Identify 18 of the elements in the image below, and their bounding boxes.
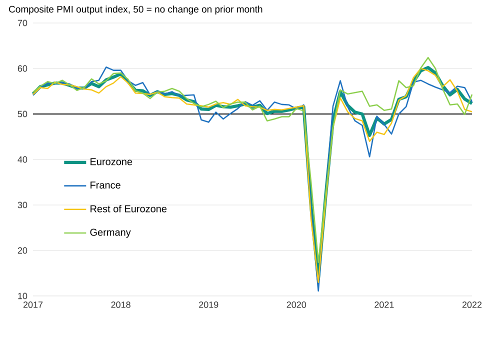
y-tick-label: 60 [18, 65, 28, 72]
y-tick-label: 30 [18, 202, 28, 208]
y-tick-label: 40 [18, 156, 28, 163]
y-tick-label: 50 [18, 110, 28, 118]
legend-label: Germany [90, 228, 131, 238]
y-tick-label: 10 [18, 292, 28, 300]
x-tick-label: 2021 [374, 302, 394, 308]
x-tick-label: 2018 [111, 302, 130, 308]
x-tick-label: 2020 [286, 302, 306, 308]
chart-title: Composite PMI output index, 50 = no change on prior month [9, 6, 262, 14]
x-tick-label: 2022 [462, 302, 482, 308]
y-tick-label: 70 [18, 20, 28, 26]
x-tick-label: 2017 [23, 302, 43, 308]
x-tick-label: 2019 [199, 302, 218, 308]
y-tick-label: 20 [18, 247, 28, 254]
legend-label: Rest of Eurozone [90, 204, 167, 212]
legend-label: France [90, 182, 120, 189]
legend-label: Eurozone [90, 158, 132, 166]
